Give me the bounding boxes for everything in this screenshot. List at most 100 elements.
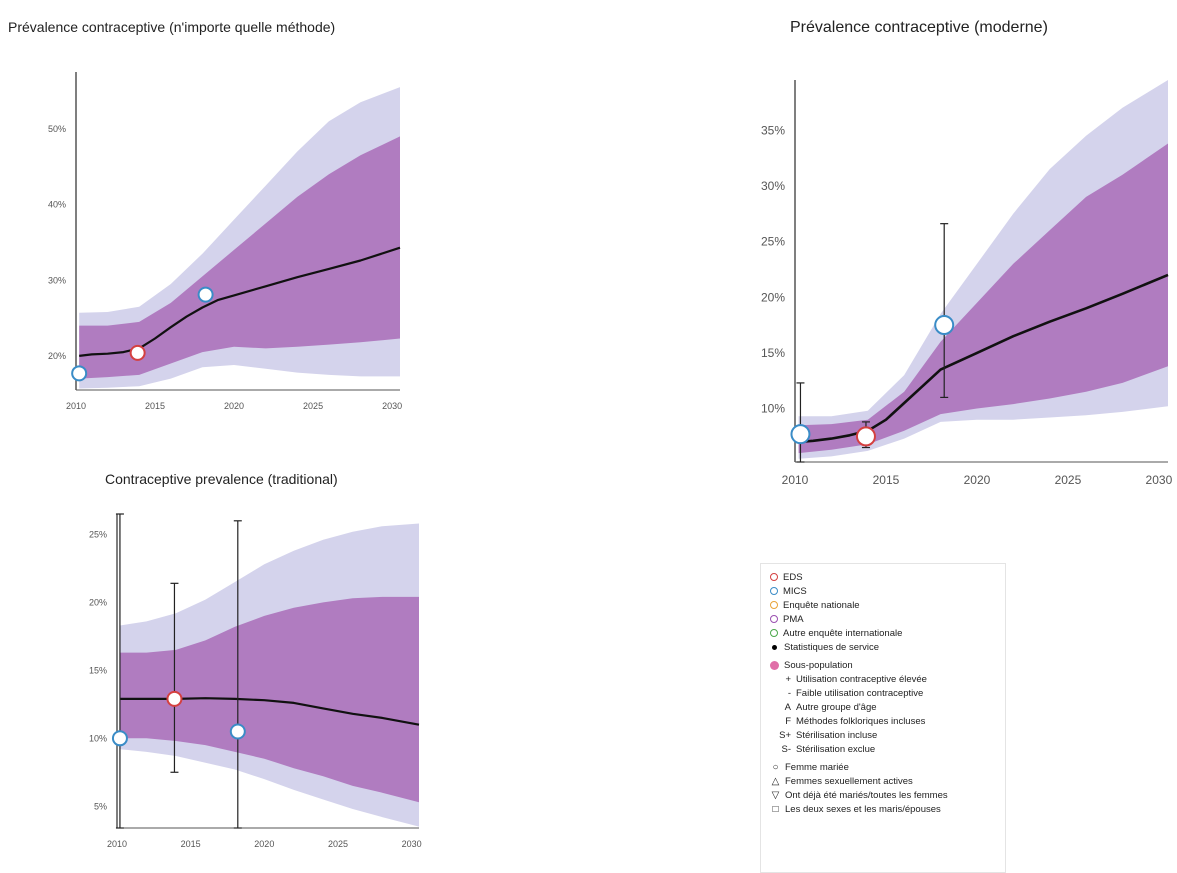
legend-subpopulation-item: S+ Stérilisation incluse [769,728,1005,742]
legend-label: Autre enquête internationale [783,627,903,639]
legend-code: + [785,673,791,685]
legend-code: S- [781,743,792,755]
chart-any-method: 20% 30% 40% 50% 2010 2015 2020 2025 2030 [48,72,402,411]
circle-icon [770,573,778,581]
x-tick-label: 2025 [1055,473,1082,487]
shape-icon: ○ [772,761,779,773]
x-tick-label: 2010 [66,401,86,411]
shape-icon: △ [771,775,780,787]
legend-subpopulation-item: S- Stérilisation exclue [769,742,1005,756]
y-tick-label: 25% [89,530,107,540]
y-tick-label: 30% [761,179,785,193]
legend-label: Utilisation contraceptive élevée [796,673,927,685]
x-tick-label: 2015 [873,473,900,487]
data-point-mics [229,723,246,740]
legend-label: Autre groupe d'âge [796,701,877,713]
legend-code: A [784,701,791,713]
legend-groups: ○ Femme mariée △ Femmes sexuellement active… [769,760,1005,816]
legend-group-item: □ Les deux sexes et les maris/épouses [769,802,1005,816]
x-tick-label: 2025 [303,401,323,411]
shape-icon: ▽ [771,789,780,801]
legend-subpopulation-item: - Faible utilisation contraceptive [769,686,1005,700]
median-line [798,273,1169,444]
x-tick-label: 2010 [782,473,809,487]
circle-icon [770,601,778,609]
legend-subpopulation-header: Sous-population [769,658,1005,672]
legend-code: F [785,715,791,727]
legend-label: Stérilisation incluse [796,729,878,741]
y-tick-label: 30% [48,275,66,285]
legend-label: Statistiques de service [784,641,880,653]
legend-code: - [787,687,791,699]
legend-source-item: Statistiques de service [769,640,1005,654]
inner-uncertainty-band [79,136,400,379]
legend-subpopulation-item: A Autre groupe d'âge [769,700,1005,714]
legend-source-item: MICS [769,584,1005,598]
x-tick-label: 2030 [1146,473,1173,487]
legend-label: Sous-population [784,659,853,671]
data-point-eds [166,690,183,707]
legend-group-item: ▽ Ont déjà été mariés/toutes les femmes [769,788,1005,802]
y-tick-label: 15% [89,665,107,675]
data-point-mics [111,730,128,747]
y-tick-label: 25% [761,235,785,249]
y-tick-label: 20% [89,598,107,608]
data-point-mics [790,424,811,445]
legend-source-item: Autre enquête internationale [769,626,1005,640]
legend-label: Femmes sexuellement actives [785,775,913,787]
x-tick-label: 2030 [382,401,402,411]
sous-population-dot-icon [770,660,779,670]
circle-icon [770,615,778,623]
chart-legend: EDS MICS Enquête nationale PMA Autre enquête… [760,563,1006,873]
legend-source-item: PMA [769,612,1005,626]
legend-sources: EDS MICS Enquête nationale PMA Autre enquête… [769,570,1005,654]
y-tick-label: 40% [48,200,66,210]
inner-uncertainty-band [119,596,420,803]
legend-source-item: Enquête nationale [769,598,1005,612]
chart-title-modern: Prévalence contraceptive (moderne) [790,19,1048,36]
legend-source-item: EDS [769,570,1005,584]
circle-icon [770,587,778,595]
x-tick-label: 2015 [181,839,201,849]
legend-label: Enquête nationale [783,599,860,611]
y-tick-label: 35% [761,123,785,137]
x-tick-label: 2010 [107,839,127,849]
chart-traditional: 5% 10% 15% 20% 25% 2010 2015 2020 2025 2030 [89,513,422,849]
legend-label: Ont déjà été mariés/toutes les femmes [785,789,948,801]
legend-label: EDS [783,571,803,583]
y-tick-label: 10% [761,402,785,416]
legend-label: Les deux sexes et les maris/épouses [785,803,941,815]
data-point-eds [855,426,876,447]
y-tick-label: 10% [89,733,107,743]
x-tick-label: 2030 [402,839,422,849]
legend-label: Méthodes folkloriques incluses [796,715,926,727]
chart-title-traditional: Contraceptive prevalence (traditional) [105,471,338,487]
legend-subpopulation: Sous-population + Utilisation contracepti… [769,658,1005,756]
median-line [79,246,401,357]
x-tick-label: 2015 [145,401,165,411]
y-tick-label: 20% [48,351,66,361]
x-tick-label: 2020 [224,401,244,411]
legend-label: PMA [783,613,804,625]
legend-group-item: ○ Femme mariée [769,760,1005,774]
y-tick-label: 50% [48,124,66,134]
legend-group-item: △ Femmes sexuellement actives [769,774,1005,788]
inner-uncertainty-band [798,143,1168,454]
filled-dot-icon [772,644,777,650]
legend-label: Stérilisation exclue [796,743,876,755]
x-tick-label: 2025 [328,839,348,849]
legend-subpopulation-item: F Méthodes folkloriques incluses [769,714,1005,728]
data-point-eds [129,344,146,361]
x-tick-label: 2020 [254,839,274,849]
y-tick-label: 20% [761,290,785,304]
legend-label: Faible utilisation contraceptive [796,687,924,699]
data-point-mics [197,286,214,303]
legend-code: S+ [779,729,791,741]
data-point-mics [934,315,955,336]
chart-modern: 10% 15% 20% 25% 30% 35% 2010 2015 2020 2025 2030 [761,80,1173,487]
x-tick-label: 2020 [964,473,991,487]
y-tick-label: 15% [761,346,785,360]
median-line [119,697,420,726]
legend-label: MICS [783,585,807,597]
y-tick-label: 5% [94,801,107,811]
